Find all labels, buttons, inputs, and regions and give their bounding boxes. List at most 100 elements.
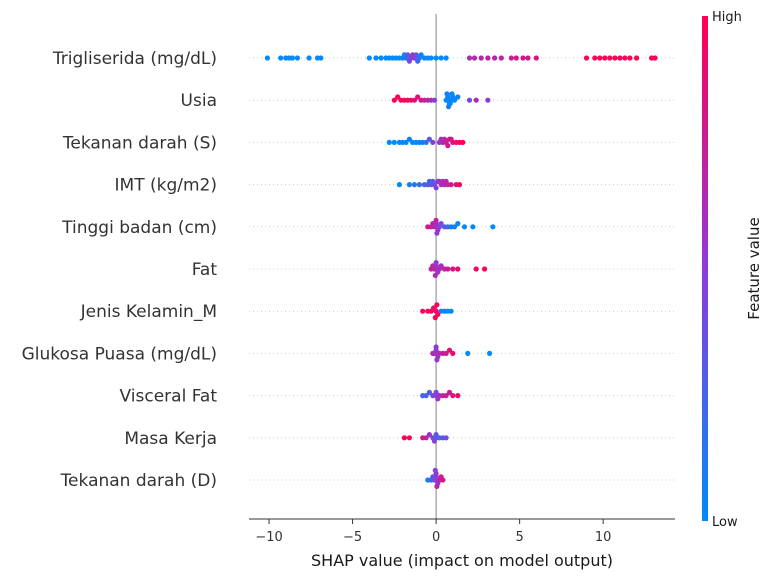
shap-point [470, 224, 476, 230]
shap-point [485, 55, 491, 61]
shap-point [583, 55, 590, 61]
shap-point [492, 55, 498, 61]
shap-point [434, 357, 440, 363]
shap-point [289, 55, 295, 61]
shap-point [473, 97, 479, 103]
shap-point [432, 272, 438, 278]
feature-label: Tekanan darah (S) [62, 133, 217, 153]
shap-point [401, 435, 407, 441]
feature-label: Visceral Fat [120, 387, 218, 407]
shap-point [434, 230, 440, 236]
shap-point [438, 136, 444, 142]
shap-point [508, 55, 514, 61]
shap-point [430, 178, 436, 184]
shap-point [403, 139, 409, 145]
shap-point [443, 435, 449, 441]
shap-point [446, 347, 453, 353]
shap-point [443, 178, 449, 184]
shap-point [482, 266, 488, 272]
shap-point [490, 224, 496, 230]
shap-point [465, 350, 471, 356]
shap-point [433, 185, 439, 191]
shap-point [612, 55, 618, 61]
shap-point [597, 55, 603, 61]
shap-point [443, 55, 449, 61]
shap-point [433, 217, 439, 223]
x-axis-ticks: −10 −5 0 5 10 [255, 519, 611, 545]
shap-point [391, 97, 397, 103]
shap-point [461, 224, 468, 230]
colorbar-low-label: Low [712, 515, 738, 530]
shap-point [622, 55, 628, 61]
shap-point [652, 55, 658, 61]
shap-point [455, 393, 461, 399]
shap-point [426, 389, 432, 395]
shap-point [438, 221, 444, 227]
shap-point [423, 393, 429, 399]
shap-point [433, 260, 439, 266]
shap-point [395, 94, 401, 100]
x-axis-title: SHAP value (impact on model output) [311, 551, 613, 570]
shap-point [592, 55, 598, 61]
shap-point [264, 55, 270, 61]
shap-point [420, 308, 426, 314]
shap-point [426, 432, 432, 438]
shap-point [455, 94, 461, 100]
shap-point [450, 266, 456, 272]
feature-label: Glukosa Puasa (mg/dL) [22, 344, 217, 364]
feature-label: IMT (kg/m2) [115, 176, 217, 196]
feature-labels: Trigliserida (mg/dL) Usia Tekanan darah (S… [22, 49, 218, 491]
shap-point [455, 266, 461, 272]
shap-point [413, 52, 419, 58]
shap-point [448, 308, 454, 314]
colorbar-high-label: High [712, 10, 742, 25]
shap-point [478, 55, 484, 61]
shap-point [447, 100, 453, 106]
shap-points [264, 52, 658, 489]
shap-point [396, 182, 402, 188]
shap-point [443, 350, 449, 356]
shap-point [378, 55, 384, 61]
shap-point [423, 139, 429, 145]
shap-point [406, 435, 412, 441]
shap-point [434, 302, 440, 308]
shap-point [431, 438, 437, 444]
shap-point [471, 55, 478, 61]
shap-point [432, 315, 438, 321]
shap-point [416, 182, 422, 188]
shap-point [431, 97, 437, 103]
shap-point [373, 55, 379, 61]
shap-point [386, 139, 392, 145]
shap-point [318, 55, 324, 61]
shap-point [406, 136, 412, 142]
shap-point [415, 94, 421, 100]
shap-point [278, 55, 284, 61]
shap-point [448, 136, 454, 142]
shap-point [430, 139, 436, 145]
shap-point [627, 55, 633, 61]
shap-point [428, 55, 434, 61]
shap-point [444, 91, 450, 97]
shap-point [426, 136, 432, 142]
feature-label: Tekanan darah (D) [60, 471, 217, 491]
shap-point [498, 55, 504, 61]
shap-point [294, 55, 300, 61]
shap-point [450, 393, 456, 399]
shap-point [533, 55, 539, 61]
shap-point [406, 182, 412, 188]
shap-point [433, 389, 439, 395]
x-tick-label: −10 [255, 530, 282, 545]
shap-point [411, 182, 417, 188]
shap-point [438, 263, 444, 269]
shap-point [448, 182, 454, 188]
shap-point [520, 55, 526, 61]
shap-point [443, 393, 449, 399]
shap-point [449, 91, 455, 97]
shap-point [607, 55, 613, 61]
feature-label: Trigliserida (mg/dL) [52, 49, 217, 69]
shap-point [405, 52, 411, 58]
shap-point [456, 182, 463, 188]
shap-point [460, 139, 466, 145]
shap-point [366, 55, 372, 61]
